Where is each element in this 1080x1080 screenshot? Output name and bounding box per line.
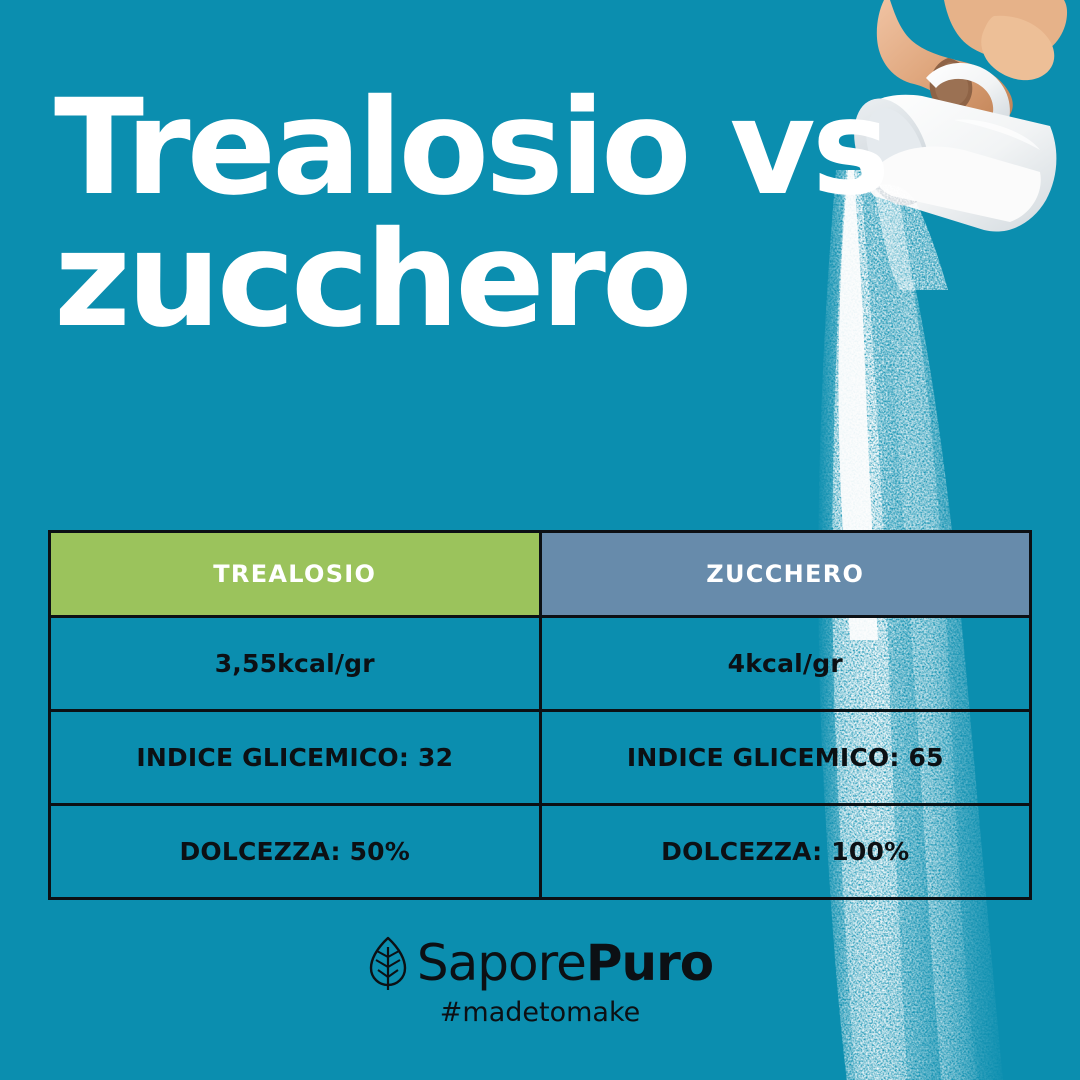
brand-name-part2: Puro xyxy=(585,934,714,992)
cell-trealosio-glycemic-index: INDICE GLICEMICO: 32 xyxy=(48,709,542,806)
cell-zucchero-sweetness: DOLCEZZA: 100% xyxy=(538,803,1032,900)
comparison-table: TREALOSIO ZUCCHERO 3,55kcal/gr 4kcal/gr … xyxy=(48,530,1032,900)
column-header-trealosio: TREALOSIO xyxy=(48,530,542,618)
column-header-zucchero: ZUCCHERO xyxy=(538,530,1032,618)
table-row: 3,55kcal/gr 4kcal/gr xyxy=(48,615,1032,712)
table-header-row: TREALOSIO ZUCCHERO xyxy=(48,530,1032,618)
cell-trealosio-calories: 3,55kcal/gr xyxy=(48,615,542,712)
brand-hashtag: #madetomake xyxy=(439,997,641,1028)
brand-logo: SaporePuro xyxy=(0,935,1080,991)
cell-trealosio-sweetness: DOLCEZZA: 50% xyxy=(48,803,542,900)
brand-footer: SaporePuro #madetomake xyxy=(0,935,1080,1028)
table-row: INDICE GLICEMICO: 32 INDICE GLICEMICO: 6… xyxy=(48,709,1032,806)
title-line-1: Trealosio vs xyxy=(54,71,890,225)
brand-name: SaporePuro xyxy=(417,938,714,988)
leaf-icon xyxy=(367,935,409,991)
brand-name-part1: Sapore xyxy=(416,934,587,992)
page-title: Trealosio vs zucchero xyxy=(54,71,890,358)
title-line-2: zucchero xyxy=(54,203,693,358)
cell-zucchero-glycemic-index: INDICE GLICEMICO: 65 xyxy=(538,709,1032,806)
table-row: DOLCEZZA: 50% DOLCEZZA: 100% xyxy=(48,803,1032,900)
cell-zucchero-calories: 4kcal/gr xyxy=(538,615,1032,712)
